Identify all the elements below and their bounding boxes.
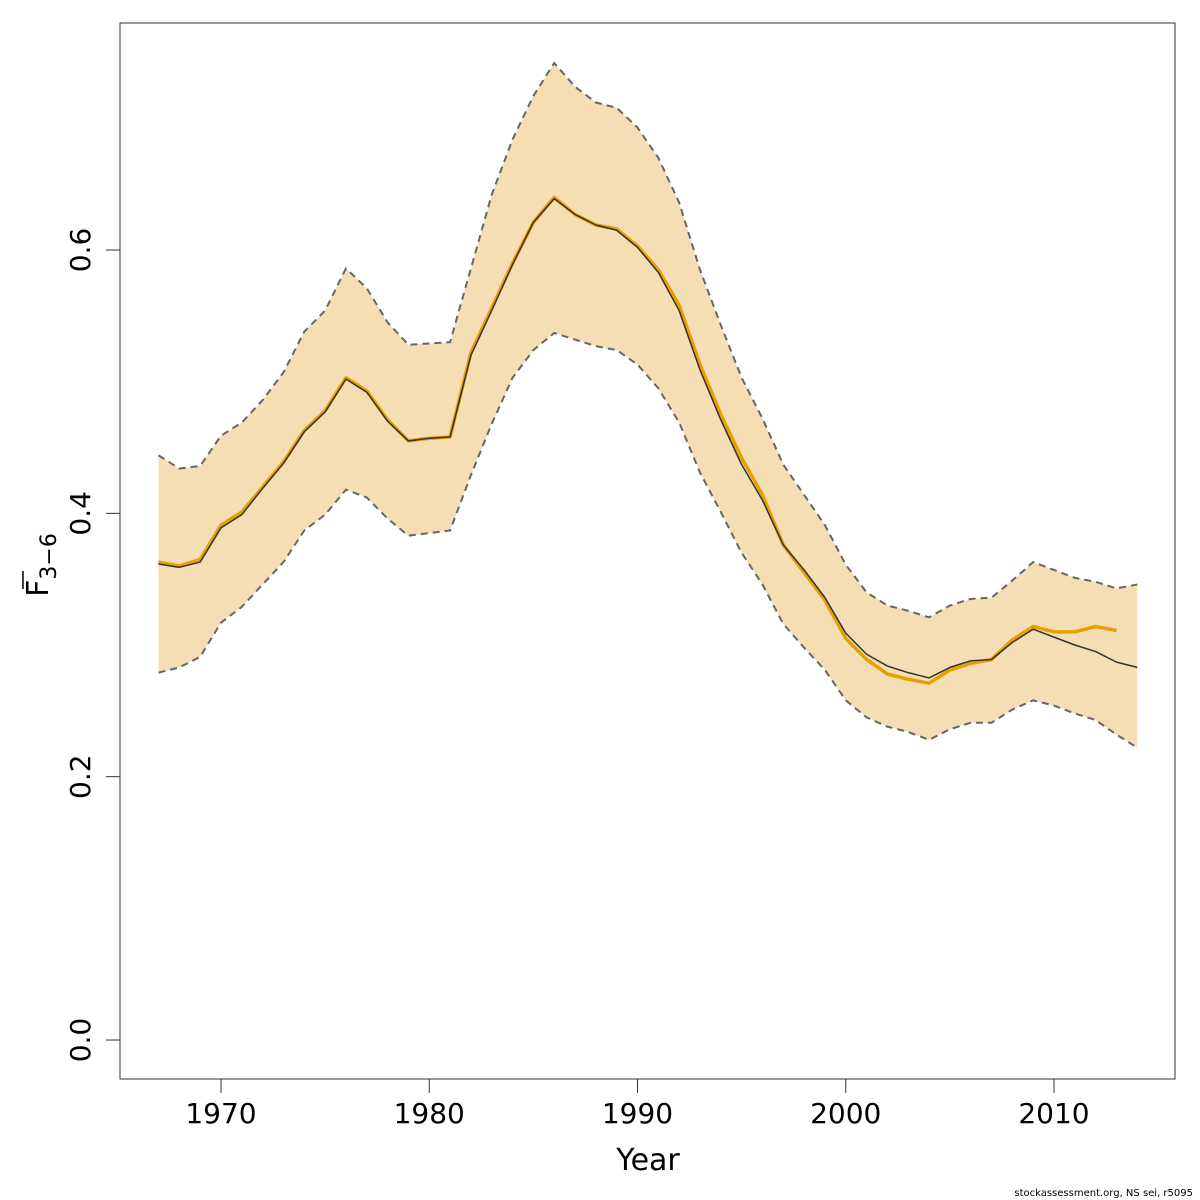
x-tick-label: 2000 [810, 1097, 881, 1130]
x-tick-label: 1990 [602, 1097, 673, 1130]
x-tick-label: 2010 [1018, 1097, 1089, 1130]
x-tick-label: 1980 [394, 1097, 465, 1130]
band-upper [157, 61, 1138, 619]
series-line [158, 197, 1138, 679]
plot-frame [119, 22, 1176, 1080]
x-tick-label: 1970 [185, 1097, 256, 1130]
y-axis-title: F3−6 [21, 533, 62, 597]
y-tick-label: 0.6 [64, 228, 97, 273]
y-tick-label: 0.4 [64, 491, 97, 536]
y-axis-label: F3−6 [21, 533, 62, 597]
confidence-band [158, 63, 1138, 748]
y-label-main: F [21, 580, 56, 597]
series-line [158, 195, 1117, 685]
band-lower [158, 331, 1138, 749]
footnote: stockassessment.org, NS sei, r5095 [1014, 1188, 1193, 1199]
y-label-sub: 3−6 [37, 533, 62, 579]
y-tick-label: 0.2 [64, 754, 97, 799]
y-tick-label: 0.0 [64, 1018, 97, 1063]
x-axis-label: Year [615, 1143, 680, 1178]
